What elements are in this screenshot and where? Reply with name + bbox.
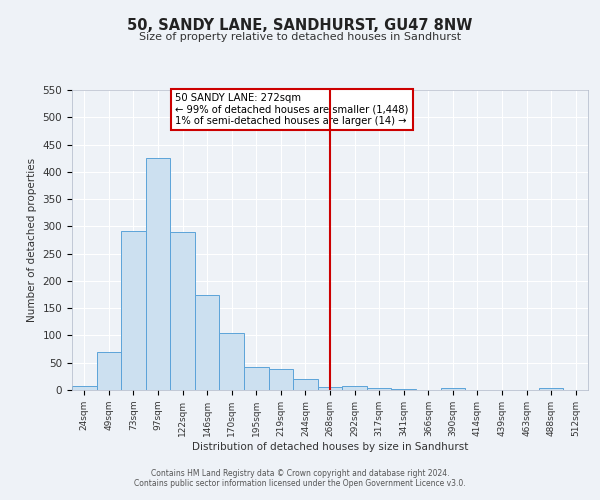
Text: Size of property relative to detached houses in Sandhurst: Size of property relative to detached ho… [139, 32, 461, 42]
Text: 50, SANDY LANE, SANDHURST, GU47 8NW: 50, SANDY LANE, SANDHURST, GU47 8NW [127, 18, 473, 32]
Bar [269, 370, 293, 390]
Bar [195, 294, 220, 390]
Bar [342, 386, 367, 390]
Bar [318, 388, 342, 390]
Bar [440, 388, 465, 390]
Bar [391, 389, 416, 390]
Bar [293, 379, 318, 390]
Bar [146, 158, 170, 390]
Text: Contains HM Land Registry data © Crown copyright and database right 2024.: Contains HM Land Registry data © Crown c… [151, 468, 449, 477]
Bar [220, 332, 244, 390]
X-axis label: Distribution of detached houses by size in Sandhurst: Distribution of detached houses by size … [192, 442, 468, 452]
Bar [97, 352, 121, 390]
Bar [539, 388, 563, 390]
Bar [367, 388, 391, 390]
Bar [72, 386, 97, 390]
Text: Contains public sector information licensed under the Open Government Licence v3: Contains public sector information licen… [134, 478, 466, 488]
Bar [170, 232, 195, 390]
Bar [244, 366, 269, 390]
Bar [121, 230, 146, 390]
Text: 50 SANDY LANE: 272sqm
← 99% of detached houses are smaller (1,448)
1% of semi-de: 50 SANDY LANE: 272sqm ← 99% of detached … [175, 92, 409, 126]
Y-axis label: Number of detached properties: Number of detached properties [27, 158, 37, 322]
